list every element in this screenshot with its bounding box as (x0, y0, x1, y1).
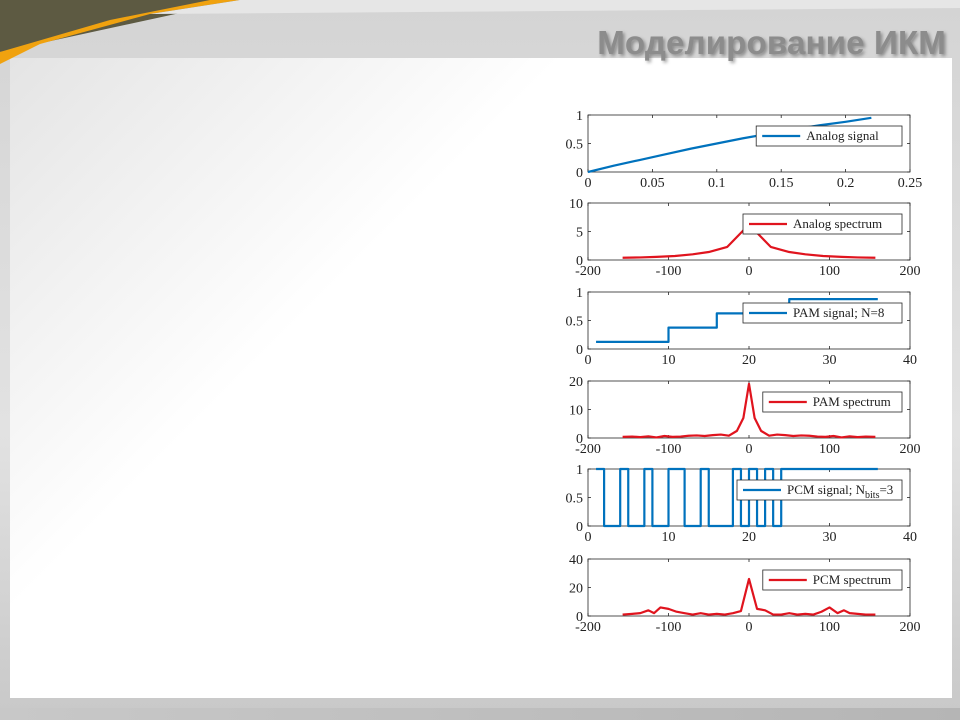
subplot-1: 0 0.05 0.1 0.15 0.2 0.25 0 0.5 1 Analog signal (566, 109, 923, 191)
x-tick-label: -200 (575, 620, 601, 635)
x-tick-label: 0 (746, 264, 753, 279)
legend-subscript: bits (865, 490, 880, 501)
legend-label: Analog signal (806, 128, 879, 143)
subplot-2: -200 -100 0 100 200 0 5 10 Analog spectrum (569, 197, 921, 279)
x-tick-label: 200 (900, 442, 921, 457)
y-tick-label: 20 (569, 375, 583, 390)
y-tick-label: 0 (576, 610, 583, 625)
subplot-4: -200 -100 0 100 200 0 10 20 PAM spectrum (569, 375, 921, 457)
light-band (150, 0, 960, 14)
x-tick-label: -200 (575, 264, 601, 279)
slide-title: Моделирование ИКМ (597, 24, 946, 61)
legend-label: PCM spectrum (813, 572, 891, 587)
legend-box (742, 302, 903, 324)
series-line (587, 116, 872, 174)
x-tick-label: 20 (742, 353, 756, 368)
legend-suffix: =3 (879, 482, 893, 497)
x-tick-label: 0.25 (898, 176, 923, 191)
x-tick-label: 40 (903, 353, 917, 368)
y-tick-label: 1 (576, 109, 583, 124)
y-tick-label: 10 (569, 197, 583, 212)
x-tick-label: 40 (903, 530, 917, 545)
y-tick-label: 0 (576, 166, 583, 181)
legend-box (755, 125, 903, 147)
legend-box (742, 213, 903, 235)
y-tick-label: 10 (569, 404, 583, 419)
x-tick-label: 10 (662, 530, 676, 545)
corner-decoration (0, 0, 960, 64)
bottom-bar (0, 708, 960, 720)
x-tick-label: 30 (823, 353, 837, 368)
x-tick-label: 200 (900, 620, 921, 635)
series-line (622, 382, 876, 439)
x-tick-label: 0 (585, 530, 592, 545)
y-tick-label: 0 (576, 520, 583, 535)
y-tick-label: 1 (576, 286, 583, 301)
y-tick-label: 0 (576, 432, 583, 447)
y-tick-label: 0.5 (566, 138, 584, 153)
series-line (596, 467, 878, 528)
legend-box (762, 569, 903, 591)
x-tick-label: 0.2 (837, 176, 855, 191)
x-tick-label: 0.15 (769, 176, 794, 191)
x-tick-label: 100 (819, 620, 840, 635)
x-tick-label: 0 (746, 620, 753, 635)
x-tick-label: -100 (656, 620, 682, 635)
legend-label: PAM signal; N=8 (793, 305, 884, 320)
x-tick-label: 0 (746, 442, 753, 457)
x-tick-label: 0 (585, 353, 592, 368)
x-tick-label: 100 (819, 442, 840, 457)
legend-box (736, 479, 903, 501)
x-tick-label: 200 (900, 264, 921, 279)
y-tick-label: 0 (576, 254, 583, 269)
x-tick-label: 100 (819, 264, 840, 279)
y-tick-label: 20 (569, 582, 583, 597)
y-tick-label: 5 (576, 226, 583, 241)
y-tick-label: 0 (576, 343, 583, 358)
legend-label: PAM spectrum (813, 394, 891, 409)
legend-label: Analog spectrum (793, 216, 882, 231)
x-tick-label: 30 (823, 530, 837, 545)
series-line (622, 577, 876, 616)
y-tick-label: 40 (569, 553, 583, 568)
pcm-figure: 0 0.05 0.1 0.15 0.2 0.25 0 0.5 1 Analog signal -20… (566, 109, 923, 635)
subplot-6: -200 -100 0 100 200 0 20 40 PCM spectrum (569, 553, 921, 635)
y-tick-label: 1 (576, 463, 583, 478)
y-tick-label: 0.5 (566, 315, 584, 330)
x-tick-label: 0.1 (708, 176, 726, 191)
x-tick-label: -200 (575, 442, 601, 457)
series-line (596, 298, 878, 343)
x-tick-label: 0 (585, 176, 592, 191)
x-tick-label: 20 (742, 530, 756, 545)
y-tick-label: 0.5 (566, 492, 584, 507)
x-tick-label: 0.05 (640, 176, 665, 191)
subplot-3: 0 10 20 30 40 0 0.5 1 PAM signal; N=8 (566, 286, 918, 368)
x-tick-label: 10 (662, 353, 676, 368)
legend-box (762, 391, 903, 413)
x-tick-label: -100 (656, 264, 682, 279)
x-tick-label: -100 (656, 442, 682, 457)
